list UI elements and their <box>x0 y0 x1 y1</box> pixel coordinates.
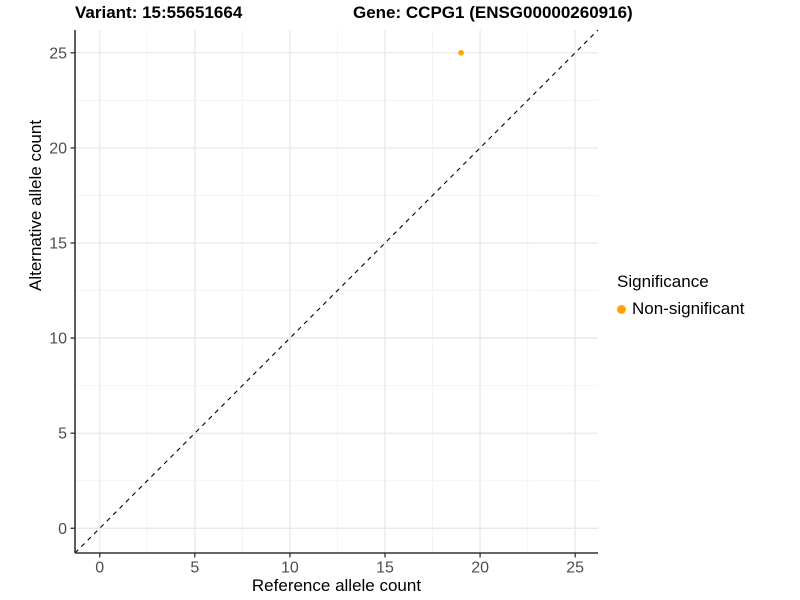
x-tick-label: 0 <box>95 560 104 577</box>
y-tick-label: 20 <box>49 140 67 157</box>
y-tick-label: 25 <box>49 45 67 62</box>
x-tick-label: 5 <box>190 560 199 577</box>
y-tick-label: 10 <box>49 331 67 348</box>
legend-item-non-significant: Non-significant <box>617 299 744 319</box>
x-tick-label: 15 <box>376 560 394 577</box>
y-tick-label: 15 <box>49 236 67 253</box>
gene-title: Gene: CCPG1 (ENSG00000260916) <box>353 3 633 22</box>
variant-title: Variant: 15:55651664 <box>75 3 243 22</box>
legend-title: Significance <box>617 272 709 291</box>
legend-point-icon <box>617 304 626 314</box>
legend: Significance Non-significant <box>617 272 744 319</box>
x-axis-title: Reference allele count <box>251 576 422 595</box>
data-point[interactable] <box>458 50 464 56</box>
x-tick-label: 10 <box>281 560 299 577</box>
x-tick-label: 25 <box>566 560 584 577</box>
y-tick-label: 5 <box>58 426 67 443</box>
identity-line <box>74 29 599 554</box>
legend-item-label: Non-significant <box>632 299 745 318</box>
x-tick-label: 20 <box>471 560 489 577</box>
y-tick-label: 0 <box>58 521 67 538</box>
